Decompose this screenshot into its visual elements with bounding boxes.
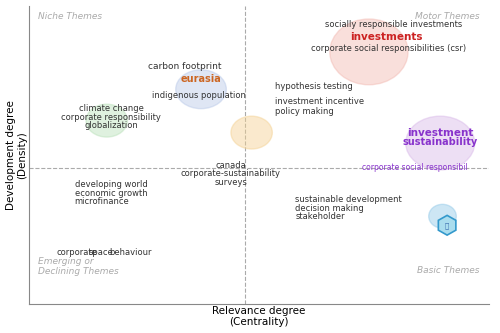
Text: climate change: climate change bbox=[79, 104, 144, 113]
Text: sustainability: sustainability bbox=[402, 137, 478, 147]
Text: decision making: decision making bbox=[296, 204, 364, 213]
Text: investments: investments bbox=[350, 32, 423, 42]
Text: eurasia: eurasia bbox=[180, 74, 222, 84]
Text: behaviour: behaviour bbox=[109, 248, 152, 257]
X-axis label: Relevance degree
(Centrality): Relevance degree (Centrality) bbox=[212, 306, 305, 327]
Text: carbon footprint: carbon footprint bbox=[148, 62, 222, 71]
Text: Niche Themes: Niche Themes bbox=[38, 12, 102, 21]
Text: surveys: surveys bbox=[214, 178, 248, 187]
Polygon shape bbox=[438, 215, 456, 235]
Text: investment: investment bbox=[407, 128, 474, 138]
Text: corporate: corporate bbox=[56, 248, 97, 257]
Ellipse shape bbox=[330, 19, 408, 85]
Text: indigenous population: indigenous population bbox=[152, 91, 246, 100]
Ellipse shape bbox=[86, 104, 128, 137]
Text: stakeholder: stakeholder bbox=[296, 212, 345, 221]
Text: corporate-sustainability: corporate-sustainability bbox=[181, 169, 281, 178]
Text: Basic Themes: Basic Themes bbox=[417, 265, 480, 275]
Text: economic growth: economic growth bbox=[74, 189, 147, 198]
Text: Motor Themes: Motor Themes bbox=[414, 12, 480, 21]
Text: hypothesis testing: hypothesis testing bbox=[274, 82, 352, 91]
Ellipse shape bbox=[176, 70, 226, 109]
Text: corporate responsibility: corporate responsibility bbox=[62, 113, 162, 122]
Text: sustainable development: sustainable development bbox=[296, 195, 402, 204]
Text: globalization: globalization bbox=[84, 121, 138, 130]
Text: socially responsible investments: socially responsible investments bbox=[325, 21, 462, 30]
Text: developing world: developing world bbox=[74, 180, 148, 189]
Text: canada: canada bbox=[216, 161, 246, 170]
Ellipse shape bbox=[231, 116, 272, 149]
Text: microfinance: microfinance bbox=[74, 197, 130, 206]
Text: Emerging or
Declining Themes: Emerging or Declining Themes bbox=[38, 257, 118, 276]
Ellipse shape bbox=[428, 204, 456, 228]
Text: corporate social responsibil: corporate social responsibil bbox=[362, 163, 468, 172]
Text: corporate social responsibilities (csr): corporate social responsibilities (csr) bbox=[312, 44, 466, 53]
Text: policy making: policy making bbox=[274, 107, 334, 116]
Text: investment incentive: investment incentive bbox=[274, 97, 364, 106]
Text: 🏛: 🏛 bbox=[445, 222, 449, 228]
Ellipse shape bbox=[406, 116, 474, 170]
Text: space: space bbox=[88, 248, 113, 257]
Y-axis label: Development degree
(Density): Development degree (Density) bbox=[6, 100, 27, 210]
